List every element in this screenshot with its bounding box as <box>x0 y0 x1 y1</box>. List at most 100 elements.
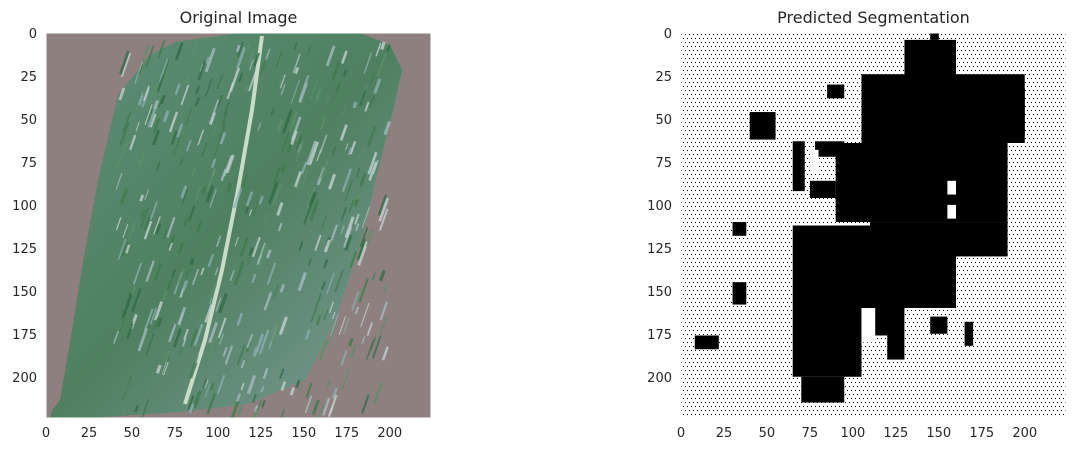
texture-streak <box>119 50 130 75</box>
texture-streak <box>359 227 369 248</box>
mask-region <box>964 321 974 346</box>
texture-streak <box>330 224 339 242</box>
texture-streak <box>264 48 271 61</box>
texture-streak <box>292 53 301 74</box>
texture-streak <box>230 400 240 418</box>
texture-streak <box>299 75 310 100</box>
texture-streak <box>223 101 230 116</box>
texture-streak <box>290 80 300 104</box>
texture-streak <box>277 222 283 232</box>
texture-streak <box>221 111 229 126</box>
texture-streak <box>157 317 163 328</box>
texture-streak <box>187 395 195 410</box>
y-tick-label: 75 <box>655 156 672 171</box>
texture-streak <box>366 229 374 247</box>
texture-streak <box>305 140 318 166</box>
texture-streak <box>251 236 261 258</box>
y-tick-label: 50 <box>20 113 37 128</box>
texture-streak <box>122 111 132 133</box>
texture-streak <box>200 142 208 158</box>
texture-streak <box>134 61 144 84</box>
texture-streak <box>295 173 304 190</box>
texture-streak <box>127 321 134 333</box>
y-tick-label: 100 <box>647 199 672 214</box>
texture-streak <box>266 249 272 259</box>
texture-streak <box>304 329 311 340</box>
texture-streak <box>248 59 254 71</box>
panel-predicted-segmentation: Predicted Segmentation 0 25 50 75 100 125 150 1… <box>647 8 1067 441</box>
texture-streak <box>288 111 299 133</box>
texture-streak <box>149 201 158 220</box>
texture-streak <box>271 183 282 207</box>
texture-streak <box>253 52 261 67</box>
texture-streak <box>114 156 122 170</box>
x-tick-label: 175 <box>969 426 994 441</box>
texture-streak <box>270 108 275 116</box>
y-tick-label: 50 <box>655 113 672 128</box>
texture-streak <box>280 164 287 173</box>
texture-streak <box>301 161 308 174</box>
texture-streak <box>340 206 348 221</box>
texture-streak <box>131 285 137 296</box>
texture-streak <box>334 247 342 260</box>
texture-streak <box>145 333 155 356</box>
texture-streak <box>344 234 353 252</box>
x-tick-label: 100 <box>840 426 865 441</box>
texture-streak <box>352 101 358 109</box>
texture-streak <box>205 167 217 193</box>
texture-streak <box>183 328 189 341</box>
texture-streak <box>162 228 168 240</box>
texture-streak <box>154 263 162 281</box>
texture-streak <box>209 382 215 391</box>
texture-streak <box>351 291 360 311</box>
texture-streak <box>355 167 361 179</box>
texture-streak <box>299 169 309 192</box>
texture-streak <box>367 151 378 175</box>
texture-streak <box>370 336 377 351</box>
texture-streak <box>218 123 227 142</box>
mask-hole <box>809 149 819 174</box>
texture-streak <box>205 56 210 65</box>
texture-streak <box>263 212 269 222</box>
mask-region <box>827 84 845 99</box>
texture-streak <box>298 383 304 394</box>
y-axis: 0 25 50 75 100 125 150 175 200 <box>647 27 672 386</box>
texture-streak <box>121 407 127 415</box>
texture-streak <box>224 345 234 365</box>
texture-streak <box>156 161 161 170</box>
texture-streak <box>147 83 158 106</box>
texture-streak <box>172 137 181 157</box>
texture-streak <box>126 221 136 243</box>
texture-streak <box>256 399 262 412</box>
texture-streak <box>327 394 338 418</box>
texture-streak <box>251 273 257 284</box>
x-tick-label: 0 <box>42 426 50 441</box>
texture-streak <box>177 306 187 326</box>
texture-streak <box>296 135 303 150</box>
texture-streak <box>356 238 367 261</box>
leaf-right-region <box>248 33 431 418</box>
texture-streak <box>168 111 179 133</box>
texture-streak <box>354 213 360 225</box>
texture-streak <box>365 339 375 361</box>
texture-streak <box>323 259 329 269</box>
texture-streak <box>184 109 193 127</box>
texture-streak <box>329 313 339 337</box>
texture-streak <box>145 45 155 67</box>
texture-streak <box>222 346 228 357</box>
mask-region <box>792 141 805 192</box>
texture-streak <box>359 172 367 187</box>
texture-streak <box>237 41 244 58</box>
texture-streak <box>288 315 293 325</box>
x-tick-label: 150 <box>291 426 316 441</box>
texture-streak <box>304 395 313 414</box>
texture-streak <box>319 307 325 322</box>
texture-streak <box>279 74 286 89</box>
texture-streak <box>379 269 386 282</box>
texture-streak <box>119 187 129 205</box>
texture-streak <box>369 95 375 108</box>
texture-streak <box>155 317 161 328</box>
y-tick-label: 150 <box>12 285 37 300</box>
texture-streak <box>217 94 223 108</box>
mask-region <box>930 33 939 40</box>
